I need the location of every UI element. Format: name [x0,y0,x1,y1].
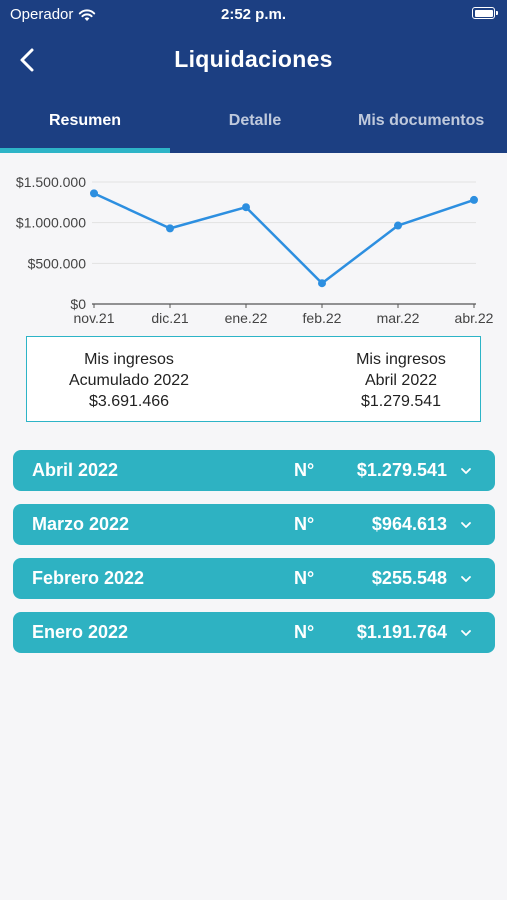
x-tick-label: dic.21 [151,310,189,326]
summary-right-line1: Mis ingresos [356,351,446,368]
month-row-enero[interactable]: Enero 2022 N° $1.191.764 [13,612,495,653]
tab-bar: Resumen Detalle Mis documentos [0,106,507,153]
chevron-left-icon [20,48,34,72]
x-tick-label: ene.22 [225,310,268,326]
data-point[interactable] [166,224,174,233]
tab-resumen[interactable]: Resumen [48,112,122,129]
month-amount: $1.191.764 [356,622,447,642]
summary-current-month: Mis ingresos Abril 2022 $1.279.541 [336,349,466,412]
summary-right-line2: Abril 2022 [364,372,438,389]
month-list: Abril 2022 N° $1.279.541 Marzo 2022 N° $… [13,450,495,666]
month-name: Abril 2022 [32,460,119,480]
y-tick-label: $1.000.000 [16,215,86,231]
tab-indicator [0,148,170,153]
status-time: 2:52 p.m. [220,6,287,23]
month-amount: $964.613 [371,514,447,534]
month-row-abril[interactable]: Abril 2022 N° $1.279.541 [13,450,495,491]
month-number-label: N° [294,514,315,534]
status-carrier: Operador [10,6,96,23]
y-tick-label: $500.000 [28,255,87,271]
month-number-label: N° [294,568,315,588]
chevron-down-icon[interactable] [459,518,473,532]
x-tick-label: abr.22 [455,310,494,326]
month-name: Febrero 2022 [32,568,145,588]
tab-detalle[interactable]: Detalle [228,112,282,129]
x-tick-label: mar.22 [377,310,420,326]
tab-mis-documentos[interactable]: Mis documentos [358,112,485,129]
month-number-label: N° [294,622,315,642]
summary-left-line2: Acumulado 2022 [68,372,190,389]
chevron-down-icon[interactable] [459,464,473,478]
month-number-label: N° [294,460,315,480]
summary-left-amount: $3.691.466 [88,393,170,410]
month-name: Marzo 2022 [32,514,130,534]
battery-icon [472,7,498,19]
x-tick-label: feb.22 [303,310,342,326]
carrier-label: Operador [10,6,74,23]
data-point[interactable] [242,203,250,212]
data-point[interactable] [90,189,98,198]
month-row-febrero[interactable]: Febrero 2022 N° $255.548 [13,558,495,599]
month-row-marzo[interactable]: Marzo 2022 N° $964.613 [13,504,495,545]
data-point[interactable] [394,221,402,230]
month-amount: $1.279.541 [356,460,447,480]
data-point[interactable] [318,279,326,288]
status-bar: Operador 2:52 p.m. [0,0,507,30]
data-point[interactable] [470,195,478,204]
chevron-down-icon[interactable] [459,572,473,586]
summary-accumulated: Mis ingresos Acumulado 2022 $3.691.466 [39,349,219,412]
series-line [93,192,475,285]
summary-left-line1: Mis ingresos [84,351,174,368]
month-name: Enero 2022 [32,622,129,642]
page-title: Liquidaciones [174,46,333,72]
summary-right-amount: $1.279.541 [360,393,442,410]
back-button[interactable] [14,44,44,76]
chevron-down-icon[interactable] [459,626,473,640]
wifi-icon [79,8,96,21]
income-chart: $1.500.000 $1.000.000 $500.000 $0 nov.21 dic… [16,174,494,326]
y-tick-label: $0 [70,296,86,312]
summary-box: Mis ingresos Acumulado 2022 $3.691.466 M… [26,336,481,422]
month-amount: $255.548 [371,568,447,588]
y-tick-label: $1.500.000 [16,174,86,190]
x-tick-label: nov.21 [74,310,115,326]
app-header: Operador 2:52 p.m. Liquidaciones Resumen… [0,0,507,153]
